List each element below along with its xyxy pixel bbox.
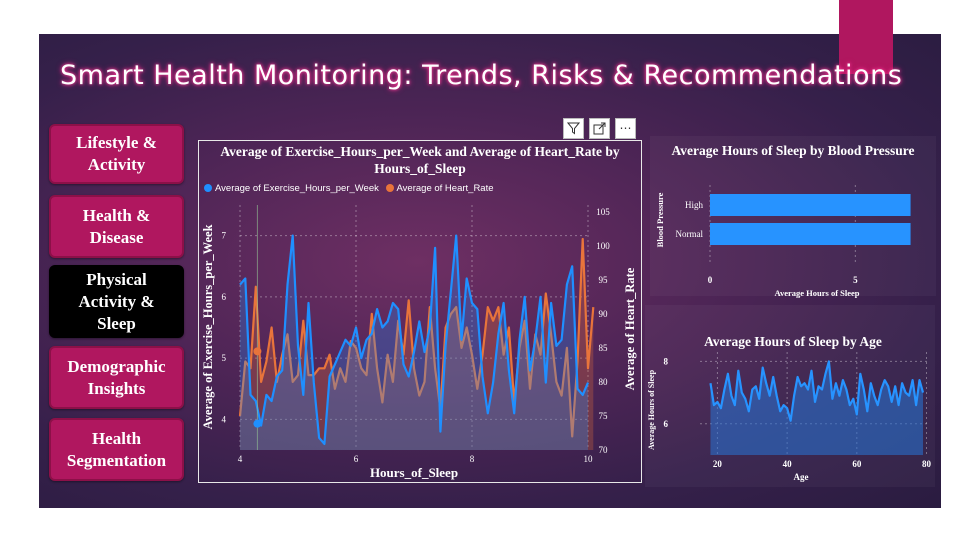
nav-physical-activity-sleep[interactable]: Physical Activity & Sleep [49,265,184,338]
nav-health-disease[interactable]: Health & Disease [49,195,184,258]
nav-lifestyle-activity[interactable]: Lifestyle & Activity [49,124,184,184]
nav-label: Demographic Insights [67,356,166,398]
nav-label: Health Segmentation [66,428,167,470]
focus-mode-icon[interactable] [589,118,610,139]
nav-label: Physical Activity & Sleep [78,269,155,333]
bp-chart-panel [650,136,936,296]
chart-title: Average Hours of Sleep by Blood Pressure [671,143,915,158]
nav-label: Lifestyle & Activity [76,133,157,174]
nav-demographic-insights[interactable]: Demographic Insights [49,346,184,409]
chart-title: Average of Exercise_Hours_per_Week and A… [220,144,620,176]
legend-swatch-blue [204,184,212,192]
age-chart-panel [645,305,935,487]
more-options-icon[interactable]: ⋯ [615,118,636,139]
page-title: Smart Health Monitoring: Trends, Risks &… [60,60,903,91]
filter-icon[interactable] [563,118,584,139]
nav-health-segmentation[interactable]: Health Segmentation [49,418,184,481]
legend-label: Average of Heart_Rate [396,183,494,194]
accent-tab [839,0,893,74]
nav-label: Health & Disease [82,205,151,247]
exercise-heartrate-chart[interactable] [198,140,642,483]
legend-swatch-orange [385,184,394,192]
visual-toolbar: ⋯ [563,118,636,139]
legend-label: Average of Exercise_Hours_per_Week [215,183,379,194]
chart-legend: Average of Exercise_Hours_per_Week Avera… [204,183,494,194]
chart-title: Average Hours of Sleep by Age [704,334,882,349]
